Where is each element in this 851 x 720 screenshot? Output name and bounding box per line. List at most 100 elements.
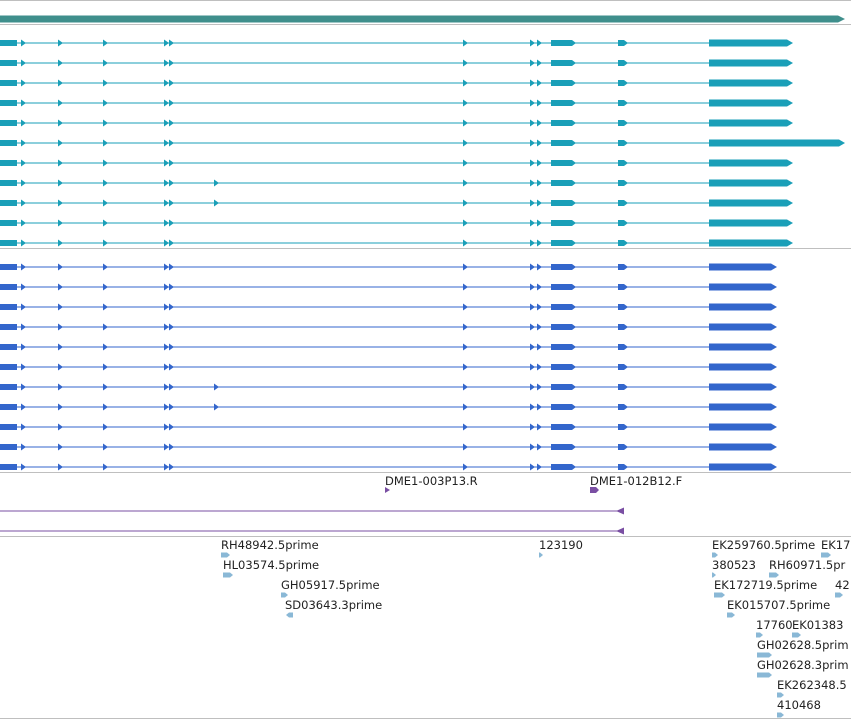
clone-line[interactable] xyxy=(0,507,624,515)
est-glyph[interactable] xyxy=(757,672,772,678)
est-label[interactable]: 380523 xyxy=(712,558,756,572)
transcript-row[interactable] xyxy=(0,403,777,411)
transcript-row[interactable] xyxy=(0,463,777,471)
est-label[interactable]: 123190 xyxy=(539,538,583,552)
clone-end-marker[interactable] xyxy=(590,487,599,493)
exon-marker xyxy=(463,119,468,127)
est-glyph[interactable] xyxy=(835,592,843,598)
exon-marker xyxy=(530,239,535,247)
est-glyph[interactable] xyxy=(286,612,293,618)
exon-marker xyxy=(21,239,26,247)
est-glyph[interactable] xyxy=(792,632,801,638)
est-label[interactable]: RH48942.5prime xyxy=(221,538,319,552)
est-label[interactable]: EK01383 xyxy=(792,618,844,632)
transcript-row[interactable] xyxy=(0,423,777,431)
transcript-row[interactable] xyxy=(0,219,793,227)
exon xyxy=(551,200,576,206)
transcript-row[interactable] xyxy=(0,159,793,167)
transcript-row[interactable] xyxy=(0,99,793,107)
exon-marker xyxy=(530,343,535,351)
est-label[interactable]: EK015707.5prime xyxy=(727,598,831,612)
clone-end-marker[interactable] xyxy=(385,487,390,493)
exon-marker xyxy=(103,343,108,351)
exon-marker xyxy=(463,403,468,411)
exon xyxy=(618,100,628,106)
exon-marker xyxy=(58,39,63,47)
exon-marker xyxy=(21,99,26,107)
exon-marker xyxy=(169,343,174,351)
est-label[interactable]: EK259760.5prime xyxy=(712,538,816,552)
exon xyxy=(618,120,628,126)
est-label[interactable]: GH02628.3prim xyxy=(757,658,849,672)
est-label[interactable]: RH60971.5pr xyxy=(769,558,846,572)
est-glyph[interactable] xyxy=(539,552,543,558)
transcript-row[interactable] xyxy=(0,303,777,311)
exon xyxy=(0,120,17,126)
exon-marker xyxy=(103,199,108,207)
transcript-row[interactable] xyxy=(0,79,793,87)
transcript-row[interactable] xyxy=(0,239,793,247)
est-label[interactable]: HL03574.5prime xyxy=(223,558,320,572)
est-glyph[interactable] xyxy=(821,552,831,558)
exon-marker xyxy=(530,119,535,127)
est-label[interactable]: EK172719.5prime xyxy=(714,578,818,592)
exon-3prime xyxy=(709,303,777,311)
est-glyph[interactable] xyxy=(223,572,233,578)
transcript-row[interactable] xyxy=(0,363,777,371)
est-glyph[interactable] xyxy=(777,712,784,718)
clone-label[interactable]: DME1-012B12.F xyxy=(590,474,683,488)
clone-label[interactable]: DME1-003P13.R xyxy=(385,474,478,488)
exon xyxy=(551,240,576,246)
clone-line[interactable] xyxy=(0,527,624,535)
est-glyph[interactable] xyxy=(777,692,784,698)
exon-marker xyxy=(58,443,63,451)
exon-marker xyxy=(530,283,535,291)
gene-span-bar[interactable] xyxy=(0,15,845,23)
est-label[interactable]: 17760 xyxy=(756,618,793,632)
est-glyph[interactable] xyxy=(221,552,230,558)
est-glyph[interactable] xyxy=(757,652,772,658)
exon-marker xyxy=(21,263,26,271)
exon xyxy=(551,100,576,106)
est-label[interactable]: EK262348.5 xyxy=(777,678,847,692)
transcript-row[interactable] xyxy=(0,383,777,391)
est-glyph[interactable] xyxy=(281,592,288,598)
est-label[interactable]: GH02628.5prim xyxy=(757,638,849,652)
est-label[interactable]: EK17 xyxy=(821,538,851,552)
transcript-row[interactable] xyxy=(0,119,793,127)
transcript-row[interactable] xyxy=(0,263,777,271)
transcript-row[interactable] xyxy=(0,139,845,147)
exon-3prime xyxy=(709,463,777,471)
est-label[interactable]: GH05917.5prime xyxy=(281,578,380,592)
gene-span-track[interactable] xyxy=(0,15,845,23)
transcript-row[interactable] xyxy=(0,283,777,291)
transcript-row[interactable] xyxy=(0,323,777,331)
transcript-row[interactable] xyxy=(0,199,793,207)
est-glyph[interactable] xyxy=(756,632,763,638)
est-glyph[interactable] xyxy=(712,552,718,558)
transcript-row[interactable] xyxy=(0,179,793,187)
transcript-row[interactable] xyxy=(0,59,793,67)
transcript-row[interactable] xyxy=(0,39,793,47)
est-label[interactable]: 42 xyxy=(835,578,850,592)
transcript-row[interactable] xyxy=(0,443,777,451)
exon-3prime xyxy=(709,443,777,451)
exon-marker xyxy=(530,263,535,271)
est-glyph[interactable] xyxy=(714,592,725,598)
exon-marker xyxy=(463,343,468,351)
exon-marker xyxy=(58,303,63,311)
exon-marker xyxy=(58,59,63,67)
exon-marker xyxy=(164,239,169,247)
exon-marker xyxy=(537,179,542,187)
est-glyph[interactable] xyxy=(727,612,735,618)
est-label[interactable]: SD03643.3prime xyxy=(285,598,383,612)
est-glyph[interactable] xyxy=(769,572,779,578)
transcript-row[interactable] xyxy=(0,343,777,351)
est-glyph[interactable] xyxy=(712,572,716,578)
exon-3prime xyxy=(709,323,777,331)
exon xyxy=(0,240,17,246)
est-label[interactable]: 410468 xyxy=(777,698,821,712)
exon-marker xyxy=(537,59,542,67)
exon-marker xyxy=(164,403,169,411)
exon-marker xyxy=(58,79,63,87)
